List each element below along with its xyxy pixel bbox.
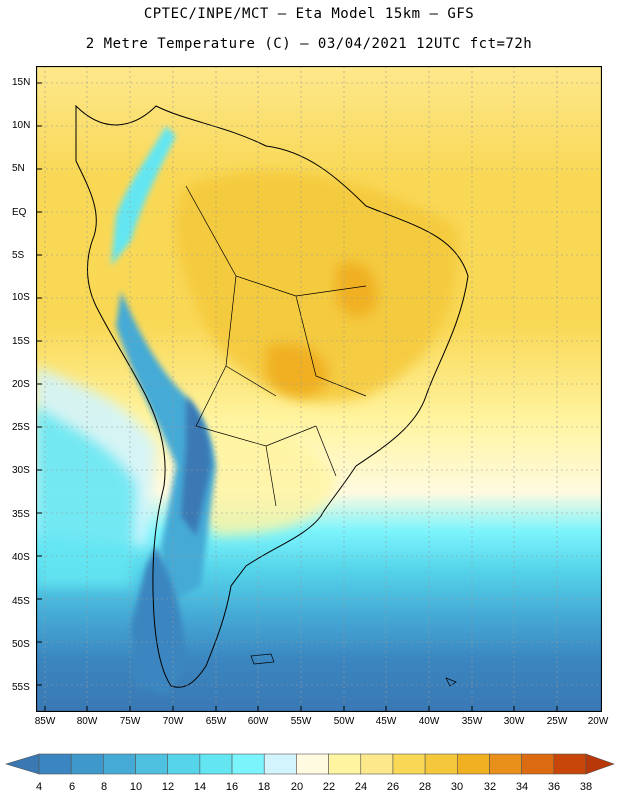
lon-label-45w: 45W [375, 716, 397, 727]
lat-label-40s: 40S [12, 552, 30, 563]
lat-label-5s: 5S [12, 250, 25, 261]
lat-label-35s: 35S [12, 509, 30, 520]
colorbar-tick-label: 30 [450, 781, 464, 793]
lat-label-55s: 55S [12, 682, 30, 693]
amazon-warm-zone [175, 171, 458, 403]
colorbar-tick-label: 12 [161, 781, 175, 793]
colorbar-tick-label: 16 [225, 781, 239, 793]
colorbar-segment [296, 753, 329, 775]
lon-label-70w: 70W [162, 716, 184, 727]
lon-label-75w: 75W [119, 716, 141, 727]
colorbar-segment [456, 753, 490, 775]
colorbar-segment [360, 753, 394, 775]
lon-label-20w: 20W [587, 716, 609, 727]
colorbar-over-arrow [585, 753, 615, 775]
lat-label-10n: 10N [12, 120, 31, 131]
colorbar-segment [521, 753, 555, 775]
map-frame [36, 66, 602, 712]
colorbar-tick-label: 20 [290, 781, 304, 793]
colorbar-segment [167, 753, 201, 775]
southern-cone-land [182, 419, 336, 536]
lat-label-25s: 25S [12, 422, 30, 433]
title-line-1: CPTEC/INPE/MCT – Eta Model 15km – GFS [143, 6, 475, 22]
lat-label-45s: 45S [12, 596, 30, 607]
title-line-2: 2 Metre Temperature (C) – 03/04/2021 12U… [85, 36, 533, 52]
lat-label-5n: 5N [12, 163, 25, 174]
andes-north [111, 126, 176, 266]
altiplano-cold [181, 396, 211, 536]
colorbar-tick-label: 24 [354, 781, 368, 793]
lat-label-15s: 15S [12, 336, 30, 347]
colorbar-tick-label: 22 [322, 781, 336, 793]
axis-ticks [36, 82, 558, 712]
lon-label-25w: 25W [546, 716, 568, 727]
colorbar-segment [135, 753, 169, 775]
lat-label-50s: 50S [12, 639, 30, 650]
lat-label-10s: 10S [12, 292, 30, 303]
colorbar-tick-label: 14 [193, 781, 207, 793]
colorbar-under-arrow [4, 753, 40, 775]
colorbar-segment [199, 753, 233, 775]
lon-label-85w: 85W [34, 716, 56, 727]
colorbar-segment [38, 753, 72, 775]
colorbar-segment [263, 753, 297, 775]
lat-label-eq: EQ [12, 207, 27, 218]
colorbar-segment [70, 753, 104, 775]
colorbar-tick-label: 28 [418, 781, 432, 793]
hot-spot-north [336, 262, 377, 317]
lon-label-65w: 65W [205, 716, 227, 727]
colorbar-tick-label: 38 [579, 781, 593, 793]
colorbar-segment [553, 753, 587, 775]
colorbar-tick-label: 26 [386, 781, 400, 793]
temperature-map [36, 66, 602, 712]
colorbar-segment [231, 753, 265, 775]
colorbar-segment [103, 753, 136, 775]
colorbar-segment [489, 753, 522, 775]
lon-label-50w: 50W [333, 716, 355, 727]
colorbar-tick-label: 6 [68, 781, 76, 793]
country-borders [185, 185, 367, 507]
lat-label-15n: 15N [12, 77, 31, 88]
colorbar-tick-label: 18 [257, 781, 271, 793]
colorbar-tick-label: 34 [515, 781, 529, 793]
lat-label-20s: 20S [12, 379, 30, 390]
lon-label-35w: 35W [461, 716, 483, 727]
south-georgia [445, 677, 457, 687]
colorbar-tick-label: 32 [483, 781, 497, 793]
lon-label-80w: 80W [76, 716, 98, 727]
pacific-cold-zone [36, 406, 136, 586]
colorbar-tick-label: 36 [547, 781, 561, 793]
lon-label-30w: 30W [503, 716, 525, 727]
patagonia-cold [131, 546, 186, 696]
graticule [36, 66, 602, 712]
lon-label-60w: 60W [247, 716, 269, 727]
temperature-colorbar [4, 753, 615, 775]
colorbar-segment [392, 753, 426, 775]
hot-spot-central [266, 343, 328, 397]
colorbar-tick-label: 10 [129, 781, 143, 793]
continent-outline [75, 104, 469, 688]
colorbar-segment [424, 753, 458, 775]
lat-label-30s: 30S [12, 465, 30, 476]
colorbar-segment [328, 753, 362, 775]
falkland-islands [250, 653, 275, 665]
lon-label-55w: 55W [290, 716, 312, 727]
colorbar-tick-label: 8 [100, 781, 108, 793]
lon-label-40w: 40W [418, 716, 440, 727]
colorbar-tick-label: 4 [35, 781, 43, 793]
